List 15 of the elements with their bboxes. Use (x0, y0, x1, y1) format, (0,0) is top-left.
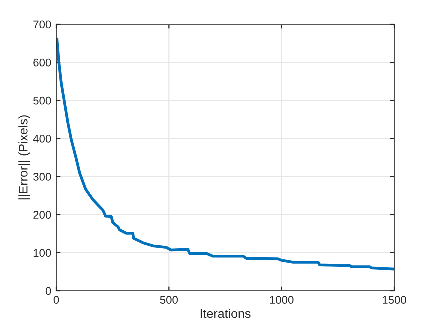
x-tick-label: 1500 (382, 296, 406, 304)
y-tick-label: 700 (34, 20, 52, 29)
line-series (56, 38, 394, 271)
x-tick-label: 1000 (270, 296, 294, 304)
y-tick-label: 100 (34, 249, 52, 258)
y-tick-label: 600 (34, 58, 52, 67)
y-tick-label: 500 (34, 96, 52, 105)
y-axis-title: ||Error|| (Pixels) (18, 116, 30, 200)
y-tick-label: 200 (34, 211, 52, 219)
x-tick-label: 0 (54, 296, 60, 304)
x-tick-label: 500 (160, 296, 178, 304)
y-tick-label: 300 (34, 173, 52, 181)
y-tick-label: 400 (33, 134, 52, 143)
y-tick-label: 0 (46, 287, 52, 296)
x-axis-title: Iterations (200, 308, 251, 318)
